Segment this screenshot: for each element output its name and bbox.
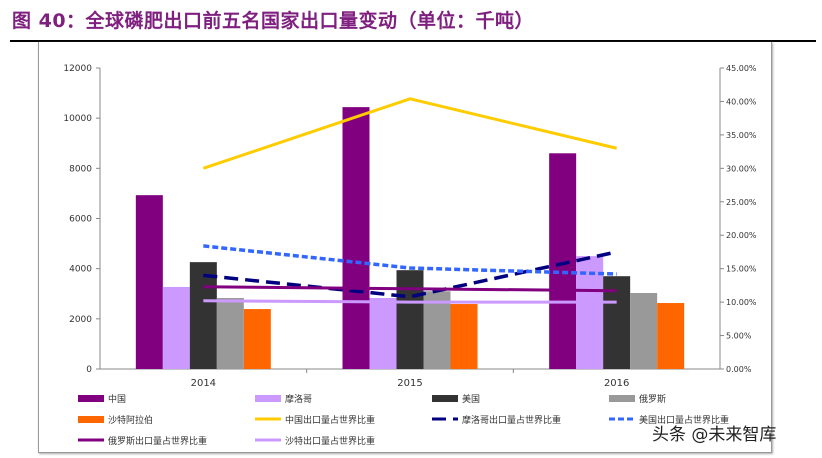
- line-中国出口量占世界比重: [202, 97, 618, 170]
- legend-label: 沙特阿拉伯: [108, 414, 153, 426]
- legend-label: 俄罗斯: [639, 393, 666, 405]
- x-tick-label: 2015: [397, 378, 422, 389]
- bar-美国: [396, 270, 424, 369]
- legend-label: 摩洛哥: [285, 393, 312, 405]
- x-tick-label: 2014: [191, 378, 216, 389]
- line-沙特出口量占世界比重: [203, 299, 617, 304]
- bar-摩洛哥: [369, 298, 397, 369]
- line-美国出口量占世界比重: [203, 244, 617, 276]
- left-tick-label: 10000: [63, 114, 92, 124]
- bar-中国: [342, 107, 370, 369]
- legend-label: 美国出口量占世界比重: [639, 414, 729, 426]
- bar-俄罗斯: [216, 298, 244, 369]
- bar-沙特阿拉伯: [243, 309, 271, 369]
- legend-label: 美国: [462, 393, 480, 405]
- line-摩洛哥出口量占世界比重: [203, 250, 618, 299]
- right-tick-label: 0.00%: [726, 365, 752, 374]
- watermark: 头条 @未来智库: [652, 425, 777, 445]
- bar-摩洛哥: [162, 286, 190, 369]
- legend-swatch: [609, 395, 635, 402]
- legend-label: 中国出口量占世界比重: [285, 414, 375, 426]
- right-tick-label: 10.00%: [726, 298, 757, 307]
- left-tick-label: 2000: [69, 315, 92, 325]
- right-tick-label: 30.00%: [726, 164, 757, 173]
- bar-沙特阿拉伯: [657, 303, 685, 369]
- x-tick-label: 2016: [604, 378, 629, 389]
- right-tick-label: 20.00%: [726, 231, 757, 240]
- bar-沙特阿拉伯: [450, 304, 478, 369]
- bar-俄罗斯: [423, 291, 451, 369]
- right-tick-label: 40.00%: [726, 97, 757, 106]
- right-tick-label: 45.00%: [726, 64, 757, 73]
- figure-title: 图 40：全球磷肥出口前五名国家出口量变动（单位：千吨）: [12, 10, 535, 32]
- title-rule: [10, 40, 816, 42]
- legend-label: 中国: [108, 393, 126, 405]
- bar-中国: [135, 195, 163, 369]
- right-tick-label: 35.00%: [726, 131, 757, 140]
- chart-frame: [38, 42, 772, 453]
- legend-label: 摩洛哥出口量占世界比重: [462, 414, 561, 426]
- right-tick-label: 15.00%: [726, 265, 757, 274]
- legend-swatch: [78, 416, 104, 423]
- bar-中国: [549, 153, 577, 369]
- left-tick-label: 12000: [63, 64, 92, 74]
- left-tick-label: 6000: [69, 215, 92, 225]
- legend-label: 沙特出口量占世界比重: [285, 435, 375, 447]
- left-tick-label: 4000: [69, 265, 92, 275]
- bar-美国: [189, 262, 217, 369]
- legend-label: 俄罗斯出口量占世界比重: [108, 435, 207, 447]
- left-tick-label: 0: [86, 365, 92, 375]
- legend-swatch: [255, 395, 281, 402]
- right-tick-label: 25.00%: [726, 198, 757, 207]
- bar-俄罗斯: [630, 292, 658, 369]
- line-俄罗斯出口量占世界比重: [203, 285, 617, 293]
- legend-swatch: [432, 395, 458, 402]
- right-tick-label: 5.00%: [726, 332, 752, 341]
- legend-swatch: [78, 395, 104, 402]
- left-tick-label: 8000: [69, 164, 92, 174]
